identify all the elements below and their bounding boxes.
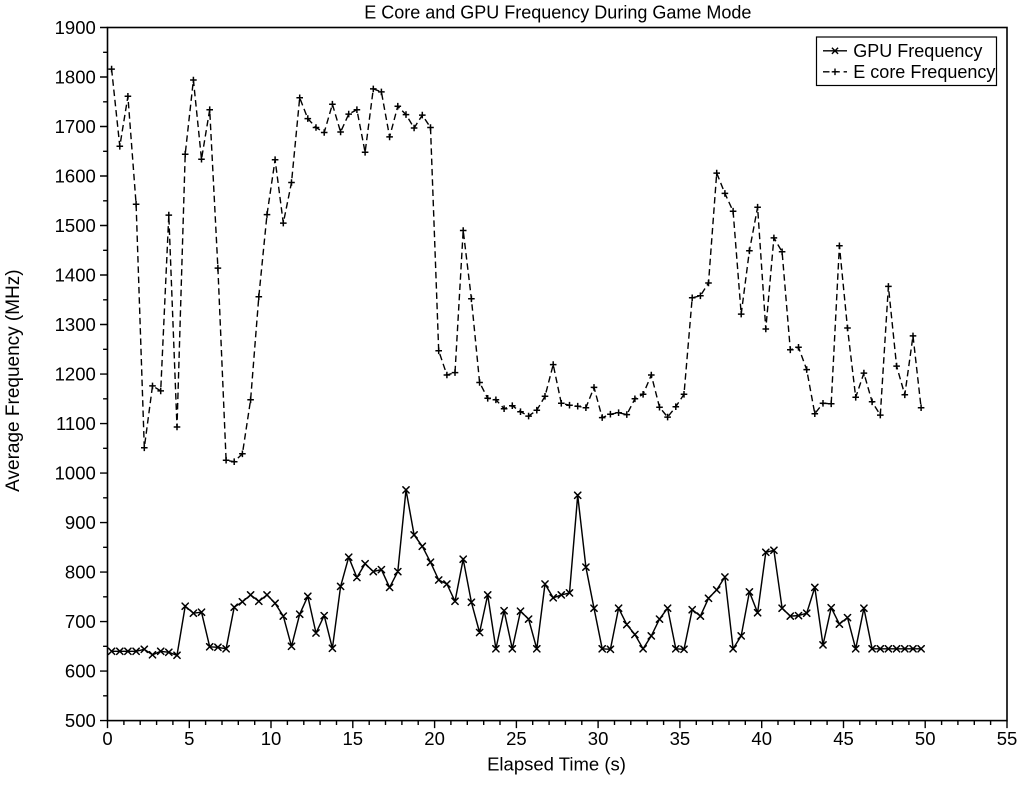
svg-text:1200: 1200 — [55, 364, 96, 385]
svg-text:1400: 1400 — [55, 265, 96, 286]
svg-text:800: 800 — [65, 562, 96, 583]
svg-text:600: 600 — [65, 661, 96, 682]
svg-text:40: 40 — [751, 728, 772, 749]
svg-text:35: 35 — [670, 728, 691, 749]
svg-text:GPU Frequency: GPU Frequency — [853, 41, 982, 61]
svg-text:1500: 1500 — [55, 215, 96, 236]
svg-text:15: 15 — [343, 728, 364, 749]
svg-text:Elapsed Time (s): Elapsed Time (s) — [487, 753, 626, 774]
svg-text:1000: 1000 — [55, 463, 96, 484]
svg-text:E core Frequency: E core Frequency — [853, 62, 995, 82]
svg-text:30: 30 — [588, 728, 609, 749]
svg-text:20: 20 — [424, 728, 445, 749]
svg-text:0: 0 — [102, 728, 112, 749]
svg-text:Average Frequency (MHz): Average Frequency (MHz) — [3, 269, 24, 491]
svg-text:50: 50 — [915, 728, 936, 749]
svg-text:1600: 1600 — [55, 166, 96, 187]
svg-text:1300: 1300 — [55, 314, 96, 335]
svg-text:45: 45 — [833, 728, 854, 749]
svg-text:500: 500 — [65, 710, 96, 731]
svg-text:900: 900 — [65, 512, 96, 533]
svg-text:10: 10 — [261, 728, 282, 749]
svg-text:1900: 1900 — [55, 17, 96, 38]
svg-text:E Core and GPU Frequency Durin: E Core and GPU Frequency During Game Mod… — [364, 3, 751, 23]
svg-text:25: 25 — [506, 728, 527, 749]
svg-text:55: 55 — [997, 728, 1018, 749]
svg-text:1800: 1800 — [55, 67, 96, 88]
svg-text:1100: 1100 — [56, 413, 96, 434]
svg-text:1700: 1700 — [55, 116, 96, 137]
svg-text:700: 700 — [65, 611, 96, 632]
svg-text:5: 5 — [184, 728, 194, 749]
